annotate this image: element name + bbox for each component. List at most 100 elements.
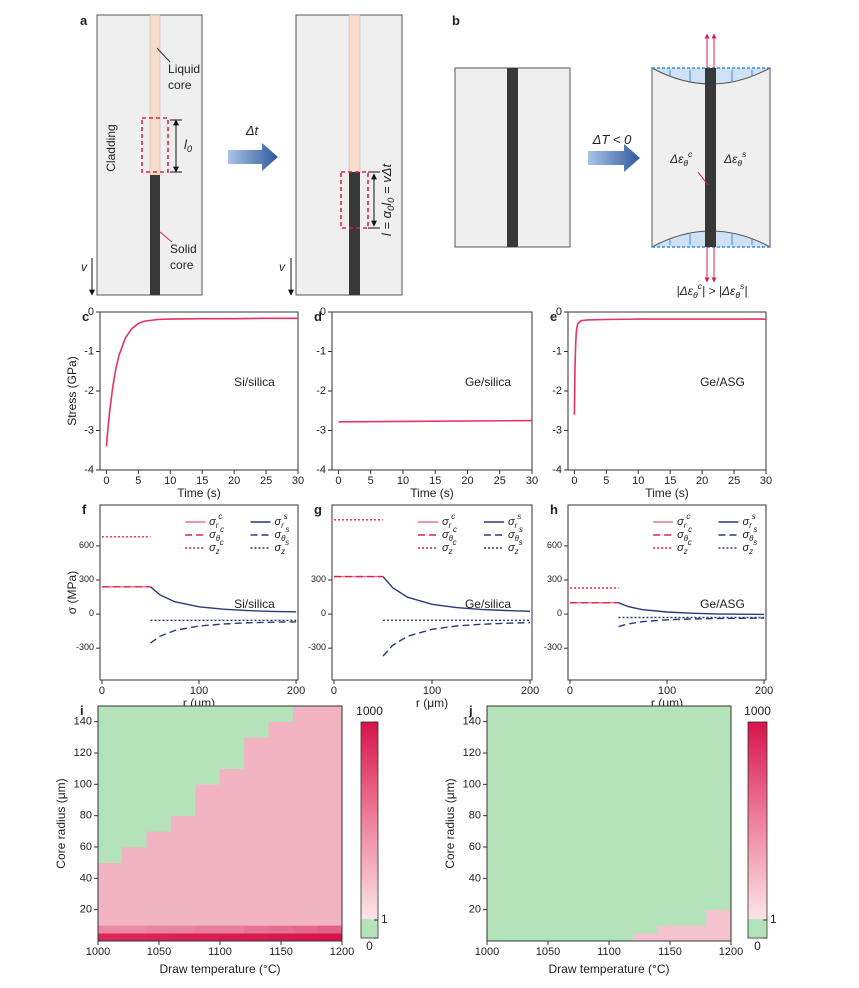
heat-cell — [219, 932, 245, 942]
heat-cell — [268, 784, 294, 801]
leader — [159, 231, 173, 243]
heat-cell — [317, 768, 343, 785]
x-tick-label: 0 — [567, 685, 573, 697]
x-tick-label: 25 — [728, 475, 740, 487]
cladding — [96, 14, 203, 296]
x-tick-label: 10 — [164, 475, 176, 487]
legend-label: σrs — [742, 512, 755, 530]
line — [150, 586, 297, 613]
heat-cell — [97, 737, 123, 754]
y-tick-label: -3 — [552, 424, 562, 436]
heat-cell — [608, 862, 634, 879]
leader — [156, 47, 171, 63]
y-tick-label: -2 — [316, 385, 326, 397]
heat-cell — [584, 878, 610, 895]
heat-cell — [146, 909, 172, 926]
heat-cell — [706, 752, 732, 769]
heat-cell — [195, 737, 221, 754]
heat-cell — [244, 932, 270, 942]
y-tick-label: 120 — [463, 747, 481, 759]
heat-cell — [535, 893, 561, 910]
heat-cell — [122, 932, 148, 942]
heat-cell — [195, 831, 221, 848]
y-axis-label: Stress (GPa) — [65, 356, 79, 425]
heat-cell — [608, 925, 634, 934]
heat-cell — [97, 784, 123, 801]
legend-label: σθs — [508, 525, 523, 543]
heat-cell — [535, 878, 561, 895]
colorbar — [747, 721, 768, 939]
heat-cell — [97, 799, 123, 816]
panel-letter: f — [82, 502, 87, 517]
heat-cell — [657, 909, 683, 926]
heat-cell — [292, 799, 318, 816]
y-tick-label: 80 — [469, 810, 481, 822]
heat-cell — [317, 846, 343, 863]
heat-cell — [535, 737, 561, 754]
x-tick-label: 20 — [228, 475, 240, 487]
heat-cell — [195, 721, 221, 738]
heat-cell — [657, 932, 683, 942]
heat-cell — [706, 932, 732, 942]
equation: l = α0l0 = vΔt — [379, 163, 396, 237]
liquid-core — [149, 14, 161, 176]
heat-cell — [608, 893, 634, 910]
heat-cell — [681, 846, 707, 863]
heat-cell — [657, 815, 683, 832]
y-tick-label: -1 — [84, 345, 94, 357]
colorbar-label: 1 — [770, 912, 777, 926]
heat-cell — [657, 925, 683, 934]
y-tick-label: 140 — [463, 716, 481, 728]
liquid-core — [348, 14, 361, 173]
y-tick-label: 300 — [311, 574, 326, 584]
heat-cell — [244, 846, 270, 863]
heat-cell — [268, 893, 294, 910]
heat-cell — [486, 925, 512, 934]
heat-cell — [195, 893, 221, 910]
panel-letter: h — [550, 502, 558, 517]
x-tick-label: 30 — [760, 475, 772, 487]
heat-cell — [170, 784, 196, 801]
heat-cell — [706, 893, 732, 910]
heat-cell — [608, 878, 634, 895]
heat-cell — [219, 737, 245, 754]
heat-cell — [657, 768, 683, 785]
panel-letter: d — [314, 309, 322, 324]
heat-cell — [633, 878, 659, 895]
heat-cell — [486, 831, 512, 848]
heat-cell — [97, 932, 123, 942]
heat-cell — [584, 909, 610, 926]
solid-core — [150, 175, 160, 295]
y-tick-label: 600 — [79, 540, 94, 550]
heat-cell — [244, 768, 270, 785]
heat-cell — [195, 846, 221, 863]
heat-cell — [122, 737, 148, 754]
heat-cell — [535, 909, 561, 926]
heat-cell — [681, 932, 707, 942]
heat-cell — [219, 878, 245, 895]
heat-cell — [97, 909, 123, 926]
y-tick-label: -4 — [84, 464, 94, 476]
y-tick-label: 300 — [547, 574, 562, 584]
panel-letter: i — [80, 703, 84, 718]
x-tick-label: 1000 — [475, 946, 500, 958]
heat-cell — [268, 862, 294, 879]
heat-cell — [535, 799, 561, 816]
heat-cell — [97, 862, 123, 879]
heat-cell — [268, 737, 294, 754]
heat-cell — [608, 784, 634, 801]
plot-frame — [567, 504, 767, 681]
heat-cell — [268, 925, 294, 934]
heat-cell — [146, 768, 172, 785]
heat-cell — [511, 784, 537, 801]
legend-label: σθc — [442, 525, 457, 543]
y-tick-label: 20 — [80, 904, 92, 916]
y-tick-label: 300 — [79, 574, 94, 584]
heat-cell — [608, 752, 634, 769]
heat-cell — [195, 878, 221, 895]
line — [618, 602, 765, 616]
heat-cell — [681, 752, 707, 769]
heat-cell — [608, 799, 634, 816]
heat-cell — [219, 784, 245, 801]
x-tick-label: 0 — [103, 475, 109, 487]
